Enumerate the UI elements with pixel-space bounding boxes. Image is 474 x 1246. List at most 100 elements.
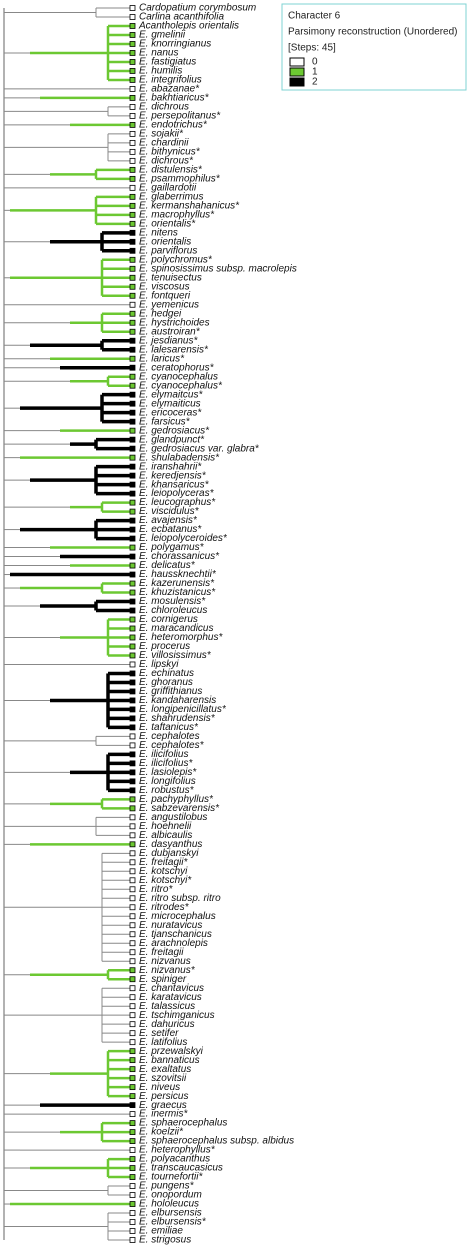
taxon-label: E. kermanshahanicus* [139,200,240,211]
taxon-label: E. dasyanthus [139,839,202,850]
tip-state [129,41,136,47]
tip-state [129,688,136,695]
taxon-label: E. inermis* [139,1109,188,1120]
tip-state [129,571,136,578]
taxon-label: E. latifolius [139,1037,187,1048]
tip-state [129,787,136,794]
taxon-label: E. tjanschanicus [139,929,212,940]
tip-state [129,580,136,587]
tip-state [129,823,136,830]
legend-label: 1 [312,67,318,78]
tip-state [129,454,136,461]
taxon-label: E. sabzevarensis* [139,803,220,814]
taxon-label: E. transcaucasicus [139,1163,223,1174]
tip-state [129,1147,136,1153]
taxon-label: E. heteromorphus* [139,632,223,643]
taxon-label: E. bithynicus* [139,147,201,158]
taxon-label: E. procerus [139,641,190,652]
tip-state [129,409,136,416]
tip-state [129,1075,136,1082]
legend-steps: [Steps: 45] [288,43,336,54]
legend-label: 0 [312,57,318,68]
taxon-label: E. przewalskyi [139,1046,204,1057]
taxon-label: E. cephalotes [139,731,200,742]
tip-state [129,1192,136,1198]
tip-state [129,634,136,641]
taxon-label: E. sphaerocephalus [139,1118,227,1129]
taxon-label: E. maracandicus [139,623,213,634]
tip-state [129,265,136,272]
taxon-label: E. ecbatanus* [139,524,202,535]
taxon-label: E. ericoceras* [139,407,202,418]
tip-state [129,652,136,659]
taxon-label: E. shahrudensis* [139,713,216,724]
taxon-label: E. distulensis* [139,165,203,176]
taxon-label: E. leiopolyceroides* [139,533,228,544]
tip-state [129,310,136,317]
taxon-label: E. cyanocephalus [139,371,218,382]
tip-state [129,256,136,263]
tip-state [129,328,136,335]
taxon-label: E. spiniger [139,974,187,985]
taxon-label: E. gaillardotii [139,182,197,193]
taxon-label: E. polyacanthus [139,1154,210,1165]
tip-state [129,931,136,938]
tip-state [129,697,136,704]
taxon-label: E. yemenicus [139,299,199,310]
tip-state [129,202,136,209]
tip-state [129,508,136,515]
tip-state [129,1030,136,1037]
tip-state [129,50,136,56]
taxon-label: E. orientalis* [139,218,196,229]
taxon-label: E. cornigerus [139,614,198,625]
tip-state [129,86,136,92]
taxon-label: E. delicatus* [139,560,196,571]
taxon-label: E. hololeucus [139,1199,199,1210]
taxon-label: E. hoehnelii [139,821,192,832]
tip-state [129,113,136,119]
taxon-label: E. laricus* [139,353,185,364]
taxon-label: E. fontqueri [139,290,191,301]
taxon-label: E. keredjensis* [139,470,207,481]
taxon-label: E. chorassanicus* [139,551,220,562]
legend-swatch [289,57,305,67]
taxon-label: E. ghoranus [139,677,193,688]
tip-state [129,616,136,623]
tip-state [129,193,136,200]
taxon-label: E. nizvanus [139,956,191,967]
tip-state [129,778,136,785]
taxon-label: E. kotschyi* [139,875,192,886]
taxon-label: E. elymaitcus* [139,389,203,400]
tip-state [129,724,136,731]
taxon-label: E. pungens* [139,1181,195,1192]
tip-state [129,122,136,128]
tip-state [129,400,136,407]
tip-state [129,661,136,668]
taxon-label: E. spinosissimus subsp. macrolepis [139,263,297,274]
tip-state [129,283,136,290]
taxon-label: E. nizvanus* [139,965,196,976]
tip-state [129,904,136,911]
taxon-label: E. chardinii [139,138,189,149]
legend-swatch [289,67,305,77]
taxon-label: E. sphaerocephalus subsp. albidus [139,1136,294,1147]
taxon-label: E. setifer [139,1028,179,1039]
tip-state [129,976,136,983]
taxon-label: E. integrifolius [139,75,202,86]
tip-state [129,670,136,677]
tip-state [129,427,136,434]
taxon-label: E. graecus [139,1100,187,1111]
taxon-label: E. robustus* [139,785,195,796]
taxon-label: E. hystrichoides [139,317,210,328]
tip-state [129,1138,136,1144]
taxon-label: E. ritro subsp. ritro [139,893,221,904]
taxon-label: E. griffithianus [139,686,202,697]
tip-state [129,238,136,245]
tip-state [129,148,136,155]
tip-state [129,769,136,776]
taxon-label: E. psammophilus* [139,174,221,185]
tip-state [129,886,136,893]
taxon-label: E. kazerunensis* [139,578,215,589]
taxon-label: E. cephalotes* [139,740,205,751]
tip-state [129,418,136,425]
